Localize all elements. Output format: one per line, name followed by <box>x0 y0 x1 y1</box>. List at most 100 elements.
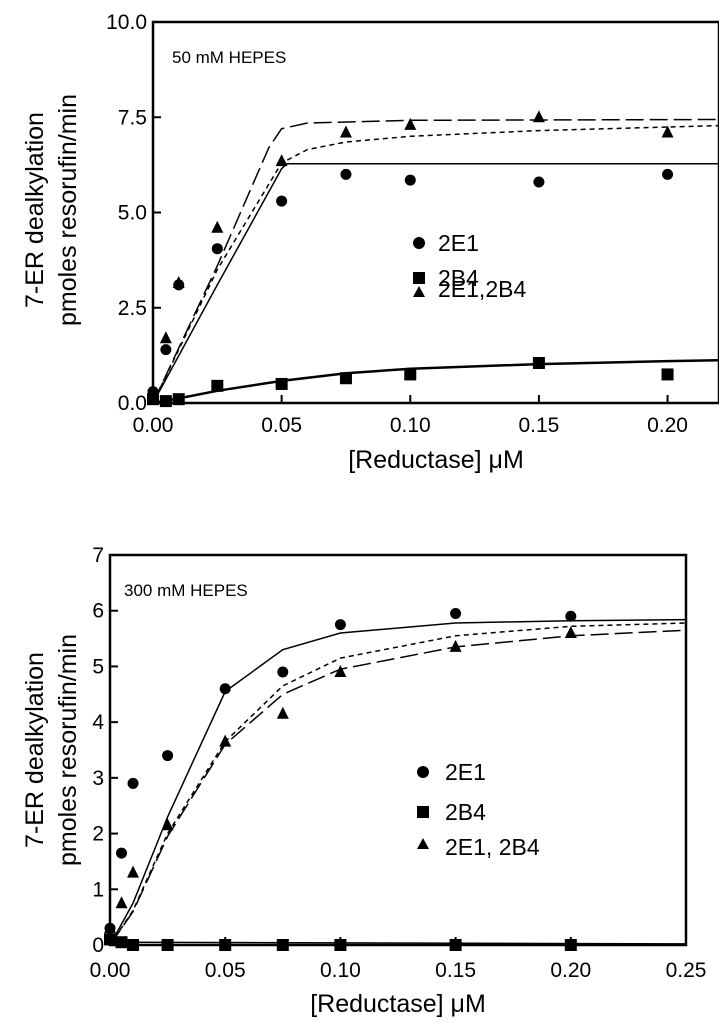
x-tick-label: 0.10 <box>390 414 431 437</box>
data-point-square <box>161 939 174 951</box>
data-point-circle <box>211 243 223 255</box>
y-tick-label: 4 <box>92 711 104 734</box>
data-point-triangle <box>161 818 174 831</box>
data-point-circle <box>116 847 128 859</box>
chart-1: 7-ER dealkylation pmoles resorufin/min 0… <box>21 11 719 474</box>
legend-marker-square <box>417 806 429 818</box>
x-tick-label: 0.05 <box>261 414 302 437</box>
chart-1-y-tick-labels: 0.0 2.5 5.0 7.5 10.0 <box>106 11 147 415</box>
data-point-square <box>275 377 288 390</box>
data-point-square <box>276 939 289 951</box>
x-tick-label: 0.00 <box>133 414 174 437</box>
x-tick-label: 0.20 <box>647 414 688 437</box>
y-tick-label: 10.0 <box>106 11 147 34</box>
data-point-circle <box>340 168 352 180</box>
chart-2-legend-2e1: 2E1 <box>445 759 486 785</box>
fit-curve <box>109 622 687 946</box>
chart-1-ylabel-line1: 7-ER dealkylation <box>21 112 49 308</box>
legend-marker-square <box>413 272 425 284</box>
data-point-square <box>219 939 232 951</box>
data-point-triangle <box>564 626 577 638</box>
data-point-square <box>404 368 417 381</box>
fit-curve <box>109 941 687 945</box>
chart-1-tick-marks <box>152 21 669 404</box>
data-point-triangle <box>127 865 140 878</box>
fit-curve <box>152 118 719 404</box>
chart-1-plot-frame <box>151 20 719 405</box>
data-point-circle <box>277 666 289 678</box>
y-tick-label: 5.0 <box>118 202 147 225</box>
data-point-circle <box>404 174 416 186</box>
y-tick-label: 3 <box>92 767 104 790</box>
chart-2-plot-frame <box>108 553 688 947</box>
chart-2-tick-marks <box>109 554 687 946</box>
chart-2-legend-2e1-2b4: 2E1, 2B4 <box>445 834 540 860</box>
chart-1-legend-2e1-2b4: 2E1,2B4 <box>438 276 526 302</box>
legend-marker-circle <box>417 766 429 778</box>
chart-1-legend: 2E1 2B4 2E1,2B4 <box>413 230 526 302</box>
data-point-circle <box>533 176 545 188</box>
chart-2-legend-2b4: 2B4 <box>445 799 486 825</box>
x-tick-label: 0.10 <box>320 959 361 982</box>
chart-1-x-tick-labels: 0.00 0.05 0.10 0.15 0.20 <box>133 414 688 437</box>
data-point-square <box>661 368 674 381</box>
data-point-square <box>104 933 116 946</box>
legend-marker-triangle <box>417 838 429 849</box>
chart-1-xlabel: [Reductase] μM <box>348 446 524 474</box>
data-point-triangle <box>449 639 462 652</box>
x-tick-label: 0.25 <box>666 959 707 982</box>
y-tick-label: 7.5 <box>118 106 147 129</box>
y-tick-label: 2.5 <box>118 297 147 320</box>
data-point-square <box>127 939 140 951</box>
chart-2-condition-label: 300 mM HEPES <box>124 581 248 600</box>
data-point-triangle <box>275 154 288 167</box>
data-point-triangle <box>159 331 172 344</box>
chart-1-fit-curves <box>152 118 719 405</box>
data-point-triangle <box>334 665 347 677</box>
legend-marker-circle <box>413 237 425 249</box>
chart-2-legend: 2E1 2B4 2E1, 2B4 <box>417 759 540 860</box>
data-point-square <box>449 939 462 951</box>
data-point-circle <box>276 195 288 207</box>
fit-curve <box>109 618 687 946</box>
data-point-square <box>211 379 224 392</box>
chart-1-legend-2e1: 2E1 <box>438 230 479 256</box>
y-tick-label: 7 <box>92 544 104 567</box>
y-tick-label: 2 <box>92 823 104 846</box>
x-tick-label: 0.00 <box>90 959 131 982</box>
data-point-triangle <box>339 125 352 138</box>
data-point-triangle <box>172 275 185 288</box>
chart-2-ylabel-line1: 7-ER dealkylation <box>21 652 49 848</box>
data-point-triangle <box>404 117 417 130</box>
y-tick-label: 5 <box>92 655 104 678</box>
data-point-square <box>334 939 347 951</box>
fit-curve <box>152 162 719 404</box>
chart-2-data-points <box>104 608 577 951</box>
y-tick-label: 0.0 <box>118 392 147 415</box>
data-point-triangle <box>276 706 289 719</box>
data-point-square <box>339 372 352 385</box>
data-point-circle <box>127 777 139 789</box>
data-point-square <box>172 393 185 406</box>
data-point-square <box>159 395 172 408</box>
data-point-triangle <box>211 220 224 233</box>
y-tick-label: 1 <box>92 878 104 901</box>
data-point-triangle <box>661 125 674 138</box>
data-point-circle <box>334 619 346 631</box>
chart-1-condition-label: 50 mM HEPES <box>172 48 286 67</box>
chart-2-y-tick-labels: 0 1 2 3 4 5 6 7 <box>92 544 104 957</box>
data-point-triangle <box>219 734 232 747</box>
chart-2: 7-ER dealkylation pmoles resorufin/min 0… <box>21 544 706 1018</box>
x-tick-label: 0.20 <box>550 959 591 982</box>
data-point-circle <box>662 168 674 180</box>
chart-1-ylabel-line2: pmoles resorufin/min <box>54 94 82 326</box>
data-point-triangle <box>115 896 128 909</box>
data-point-square <box>115 936 128 949</box>
data-point-circle <box>219 683 231 695</box>
data-point-circle <box>162 750 174 762</box>
fit-curve <box>109 629 687 946</box>
x-tick-label: 0.05 <box>205 959 246 982</box>
data-point-circle <box>565 610 577 622</box>
data-point-square <box>564 939 577 951</box>
